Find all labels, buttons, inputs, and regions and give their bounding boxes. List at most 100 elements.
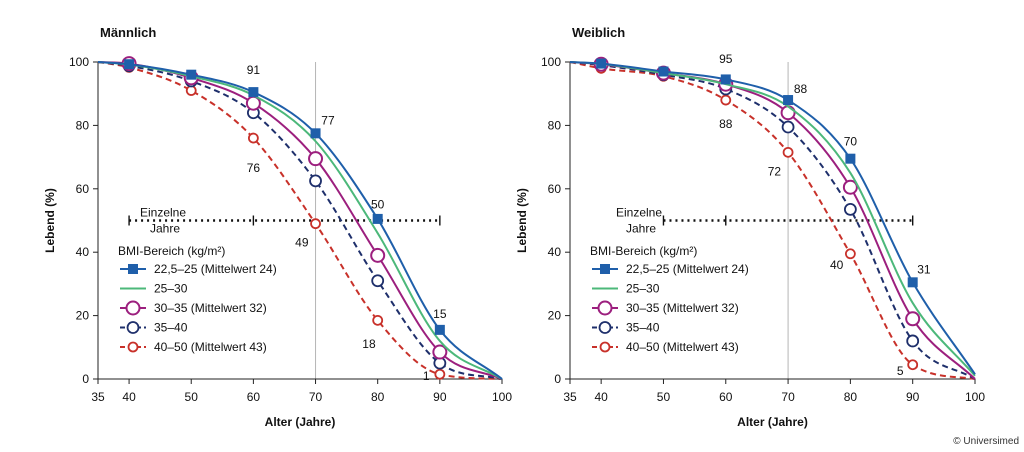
data-point-square: [720, 74, 731, 85]
y-tick-label: 20: [548, 309, 562, 323]
chart-panel-weiblich: Weiblich 0 20 40 60 80 100 35 40 50 60 70 80 90 100 Alt…: [515, 25, 985, 429]
x-tick-label: 90: [906, 390, 920, 404]
data-label: 91: [247, 63, 261, 77]
x-tick-label: 100: [965, 390, 985, 404]
y-tick-label: 40: [76, 245, 90, 259]
y-tick-label: 60: [76, 182, 90, 196]
interval-label: Einzelne: [140, 206, 186, 220]
legend-entry: 35–40: [154, 321, 188, 335]
y-tick-label: 100: [69, 55, 89, 69]
data-point-circle: [780, 105, 796, 121]
interval-label: Jahre: [626, 222, 656, 236]
y-tick-label: 60: [548, 182, 562, 196]
legend-entry: 30–35 (Mittelwert 32): [154, 301, 267, 315]
data-point-circle: [247, 132, 259, 144]
legend-swatch-marker: [597, 300, 613, 316]
data-point-circle: [720, 94, 732, 106]
legend-swatch-marker: [126, 321, 140, 334]
x-tick-label: 70: [309, 390, 323, 404]
chart-title: Weiblich: [572, 25, 625, 40]
y-axis-label: Lebend (%): [43, 188, 57, 253]
x-tick-label: 50: [185, 390, 199, 404]
data-point-circle: [310, 218, 321, 230]
x-tick-label: 40: [122, 390, 136, 404]
data-label: 77: [321, 114, 335, 128]
legend-title: BMI-Bereich (kg/m²): [118, 244, 225, 258]
data-label: 31: [917, 263, 931, 277]
x-tick-label: 35: [91, 390, 105, 404]
legend-entry: 25–30: [154, 282, 188, 296]
data-point-square: [186, 69, 197, 80]
chart-panel-maennlich: Männlich 0 20 40 60 80 100 35 40 50 60 70 80 90 100 Alt…: [43, 25, 512, 429]
data-point-square: [310, 128, 321, 139]
x-tick-label: 80: [371, 390, 385, 404]
y-tick-label: 80: [76, 118, 90, 132]
x-tick-label: 100: [492, 390, 512, 404]
copyright-text: © Universimed: [953, 436, 1019, 447]
y-tick-label: 100: [541, 55, 561, 69]
x-tick-label: 60: [719, 390, 733, 404]
y-tick-label: 80: [548, 118, 562, 132]
legend-entry: 30–35 (Mittelwert 32): [626, 301, 739, 315]
data-point-circle: [842, 179, 858, 195]
data-point-square: [248, 87, 259, 98]
x-axis-label: Alter (Jahre): [737, 415, 808, 429]
data-point-circle: [309, 174, 322, 188]
data-label: 18: [362, 337, 376, 351]
data-label: 70: [844, 134, 858, 148]
data-label: 15: [433, 307, 447, 321]
data-point-circle: [905, 311, 921, 327]
legend-entry: 35–40: [626, 321, 660, 335]
data-label: 5: [897, 364, 904, 378]
data-point-square: [845, 153, 856, 164]
data-point-circle: [844, 248, 856, 260]
data-point-circle: [371, 274, 385, 288]
y-tick-label: 40: [548, 245, 562, 259]
legend-swatch-marker: [599, 341, 611, 353]
data-point-circle: [781, 120, 795, 134]
y-tick-label: 0: [82, 372, 89, 386]
x-axis-label: Alter (Jahre): [265, 415, 336, 429]
data-point-square: [596, 58, 607, 69]
data-point-circle: [372, 314, 384, 326]
data-point-circle: [782, 146, 794, 158]
legend-entry: 25–30: [626, 282, 660, 296]
data-point-circle: [907, 359, 919, 371]
legend-entry: 22,5–25 (Mittelwert 24): [626, 262, 749, 276]
legend-swatch-marker: [598, 321, 612, 334]
x-tick-label: 35: [563, 390, 577, 404]
series-line: [569, 61, 976, 380]
data-point-circle: [308, 151, 324, 167]
data-point-square: [124, 59, 135, 70]
data-label: 40: [830, 258, 844, 272]
y-tick-label: 0: [554, 372, 561, 386]
data-point-circle: [370, 247, 386, 263]
y-tick-label: 20: [76, 309, 90, 323]
data-point-circle: [843, 203, 857, 216]
data-label: 49: [295, 236, 309, 250]
data-label: 1: [423, 369, 430, 383]
data-label: 76: [247, 161, 261, 175]
series-line: [97, 61, 503, 380]
legend-swatch-marker: [128, 264, 138, 274]
x-tick-label: 60: [247, 390, 261, 404]
legend-title: BMI-Bereich (kg/m²): [590, 244, 697, 258]
legend-swatch-marker: [125, 300, 141, 316]
data-label: 88: [794, 82, 808, 96]
legend-entry: 40–50 (Mittelwert 43): [626, 340, 739, 354]
interval-label: Jahre: [150, 222, 180, 236]
data-point-circle: [432, 344, 448, 360]
data-point-square: [658, 66, 669, 77]
legend-entry: 22,5–25 (Mittelwert 24): [154, 262, 277, 276]
x-tick-label: 70: [781, 390, 795, 404]
data-label: 50: [371, 198, 385, 212]
data-point-circle: [434, 368, 446, 380]
x-tick-label: 40: [594, 390, 608, 404]
legend-entry: 40–50 (Mittelwert 43): [154, 340, 267, 354]
chart-title: Männlich: [100, 25, 156, 40]
legend-swatch-marker: [127, 341, 139, 353]
data-label: 95: [719, 52, 733, 66]
x-tick-label: 50: [657, 390, 671, 404]
x-tick-label: 90: [433, 390, 447, 404]
data-point-square: [783, 95, 794, 106]
